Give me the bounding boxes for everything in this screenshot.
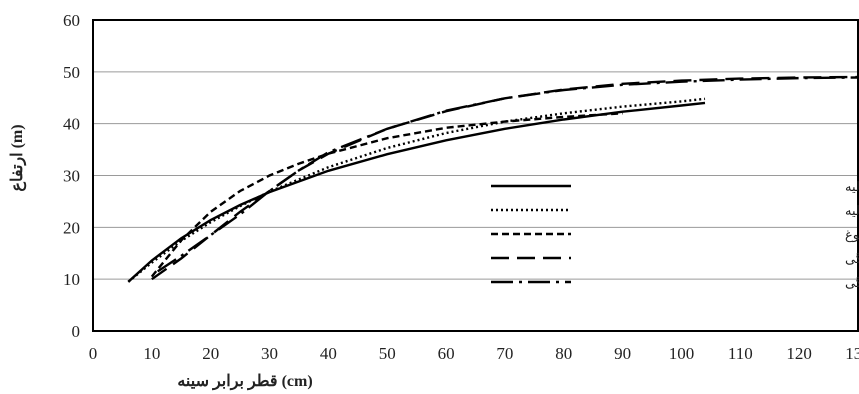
- series-line-3: [150, 112, 623, 278]
- series-line-2: [127, 97, 706, 283]
- series-line-1: [127, 101, 706, 283]
- x-tick-label: 120: [786, 344, 812, 363]
- legend-label: مدل ویبول-مرحله اولیه: [845, 203, 859, 219]
- y-tick-label: 10: [63, 270, 80, 289]
- y-tick-label: 60: [63, 11, 80, 30]
- plot-area: [92, 19, 859, 332]
- y-axis-label: ارتفاع (m): [9, 124, 27, 191]
- y-tick-label: 50: [63, 63, 80, 82]
- legend: مدل نسبی-مرحله اولیه مدل ویبول-مرحله اولی…: [491, 179, 859, 291]
- x-tick-label: 50: [379, 344, 396, 363]
- legend-label: مدل تمایی اصلاح شده-مرحله بلوغ: [845, 227, 859, 243]
- gridlines: [93, 71, 858, 280]
- y-tick-label: 0: [72, 322, 81, 341]
- x-tick-label: 60: [438, 344, 455, 363]
- y-tick-label: 40: [63, 115, 80, 134]
- series-line-4: [151, 75, 859, 281]
- y-axis-ticks: 0 10 20 30 40 50 60: [63, 11, 80, 341]
- x-tick-label: 10: [143, 344, 160, 363]
- legend-label: مدل گومپرتز-مرحله پوسیدگی: [845, 251, 859, 267]
- x-tick-label: 100: [669, 344, 695, 363]
- y-tick-label: 30: [63, 167, 80, 186]
- x-axis-ticks: 0 10 20 30 40 50 60 70 80 90 100 110 120 130: [89, 344, 859, 363]
- x-tick-label: 70: [496, 344, 513, 363]
- x-tick-label: 80: [555, 344, 572, 363]
- legend-label: مدل ریچارد-مرحله پوسیدگی: [845, 275, 859, 291]
- x-tick-label: 0: [89, 344, 98, 363]
- series-line-5: [157, 76, 859, 273]
- y-tick-label: 20: [63, 218, 80, 237]
- x-tick-label: 110: [728, 344, 753, 363]
- x-axis-label: قطر برابر سینه (cm): [177, 373, 312, 391]
- x-tick-label: 90: [614, 344, 631, 363]
- x-tick-label: 130: [845, 344, 859, 363]
- x-tick-label: 20: [202, 344, 219, 363]
- x-tick-label: 40: [320, 344, 337, 363]
- series-lines: [127, 75, 859, 283]
- x-tick-label: 30: [261, 344, 278, 363]
- legend-label: مدل نسبی-مرحله اولیه: [845, 179, 859, 195]
